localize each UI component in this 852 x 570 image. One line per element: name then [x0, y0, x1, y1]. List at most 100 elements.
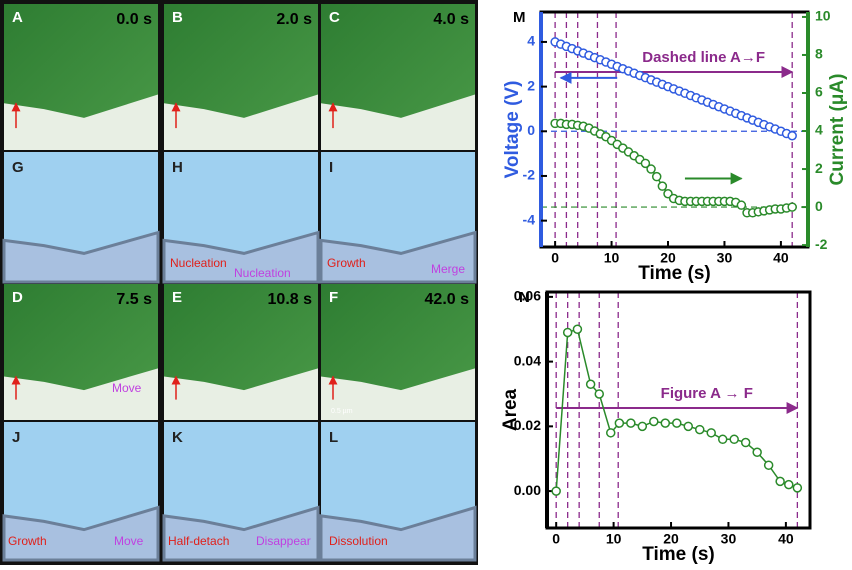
x-tick-label: 0: [551, 250, 559, 266]
data-point: [717, 434, 728, 445]
data-point: [706, 428, 716, 438]
time-label: 42.0 s: [425, 291, 470, 308]
data-point: [646, 164, 656, 174]
y-tick-label: 0.02: [514, 417, 541, 433]
y-axis-label: Area: [500, 388, 521, 431]
substrate: [162, 230, 320, 284]
y-tick-label: 0.06: [514, 288, 541, 304]
time-label: 2.0 s: [276, 11, 312, 28]
y2-tick-label: -2: [815, 236, 828, 252]
annotation: Dissolution: [329, 534, 388, 548]
y2-axis-label: Current (μA): [827, 74, 848, 186]
data-point: [694, 424, 705, 435]
y-tick-label: 0.00: [514, 482, 541, 498]
x-tick-label: 10: [606, 531, 622, 547]
data-point: [572, 324, 583, 334]
data-point: [775, 476, 785, 487]
y2-tick-label: 4: [815, 122, 823, 138]
x-tick-label: 20: [660, 250, 676, 266]
x-axis-label: Time (s): [642, 544, 715, 565]
panel-label: L: [329, 429, 338, 446]
panel-label: J: [12, 429, 20, 446]
data-point: [784, 479, 794, 490]
y-tick-label: -2: [523, 167, 536, 183]
data-point: [752, 447, 762, 457]
data-point: [729, 434, 739, 445]
data-point: [605, 428, 616, 438]
substrate: [164, 94, 318, 150]
data-point: [657, 181, 668, 191]
annotation: Merge: [431, 262, 465, 276]
panel-label: E: [172, 289, 182, 306]
data-point: [551, 486, 561, 496]
data-point: [562, 327, 573, 338]
time-label: 10.8 s: [268, 291, 313, 308]
panel-label: K: [172, 429, 183, 446]
panel-label: N: [519, 289, 530, 306]
x-tick-label: 30: [717, 250, 733, 266]
data-point: [792, 483, 803, 493]
data-point: [683, 421, 694, 432]
data-point: [740, 437, 751, 448]
panel-label: A: [12, 9, 23, 26]
data-point: [594, 389, 605, 399]
data-point: [660, 418, 671, 428]
panel-label: G: [12, 159, 24, 176]
substrate: [319, 505, 477, 562]
y-tick-label: 2: [527, 77, 535, 93]
substrate: [2, 230, 160, 284]
y2-tick-label: 2: [815, 160, 823, 176]
data-point: [585, 379, 596, 390]
data-point: [637, 421, 648, 432]
data-point: [649, 416, 659, 427]
time-label: 7.5 s: [116, 291, 152, 308]
x-tick-label: 20: [663, 531, 679, 547]
annotation: Dashed line A→F: [642, 49, 765, 66]
x-tick-label: 40: [778, 531, 794, 547]
y2-tick-label: 6: [815, 84, 823, 100]
data-point: [626, 418, 636, 428]
substrate: [321, 368, 475, 420]
y-tick-label: 0.04: [514, 352, 541, 368]
panel-label: D: [12, 289, 23, 306]
data-point: [651, 171, 662, 182]
data-point: [787, 131, 797, 141]
substrate: [164, 368, 318, 420]
annotation: Nucleation: [170, 256, 227, 270]
panel-label: I: [329, 159, 333, 176]
annotation: Move: [114, 534, 144, 548]
data-point: [614, 418, 625, 428]
annotation: Growth: [8, 534, 47, 548]
annotation: 0.5 µm: [331, 408, 353, 415]
annotation: Growth: [327, 256, 366, 270]
plot-frame: [545, 290, 812, 530]
substrate: [162, 505, 320, 562]
panel-label: H: [172, 159, 183, 176]
data-point: [736, 200, 747, 210]
panel-label: B: [172, 9, 183, 26]
annotation: Move: [112, 381, 142, 395]
x-tick-label: 30: [721, 531, 737, 547]
data-point: [640, 158, 651, 169]
time-label: 0.0 s: [116, 11, 152, 28]
y-tick-label: 4: [527, 33, 535, 49]
panel-label: C: [329, 9, 340, 26]
substrate: [4, 94, 158, 150]
panel-label: M: [513, 9, 526, 26]
x-tick-label: 40: [773, 250, 789, 266]
x-tick-label: 0: [552, 531, 560, 547]
y-tick-label: 0: [527, 122, 535, 138]
substrate: [319, 230, 477, 284]
data-point: [787, 202, 797, 212]
y2-tick-label: 10: [815, 8, 831, 24]
annotation: Half-detach: [168, 534, 229, 548]
time-label: 4.0 s: [433, 11, 469, 28]
y2-tick-label: 0: [815, 198, 823, 214]
data-point: [672, 418, 682, 428]
data-point: [763, 460, 774, 470]
panel-label: F: [329, 289, 338, 306]
x-tick-label: 10: [604, 250, 620, 266]
substrate: [2, 505, 160, 562]
substrate: [321, 94, 475, 150]
